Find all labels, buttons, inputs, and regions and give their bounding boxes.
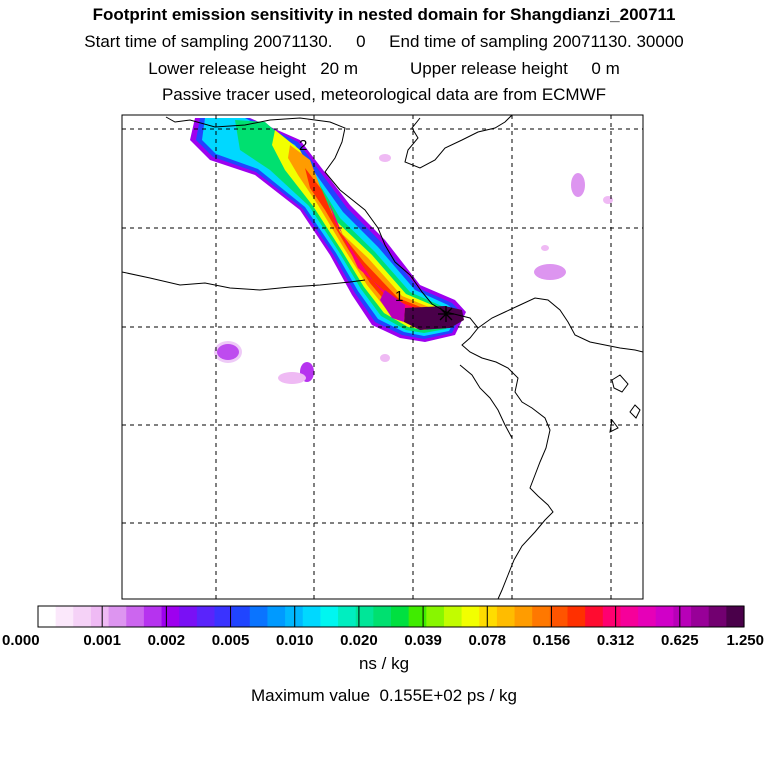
spot-1-halo: [214, 341, 242, 363]
trajectory-marker-2: 2: [299, 137, 307, 154]
colorbar-tick-label: 0.078: [468, 632, 506, 649]
colorbar-swatch: [38, 606, 57, 627]
colorbar-swatch: [373, 606, 392, 627]
colorbar-tick-label: 0.000: [2, 632, 40, 649]
colorbar-tick-label: 0.001: [83, 632, 121, 649]
colorbar-swatch: [602, 606, 622, 627]
colorbar-units: ns / kg: [358, 654, 410, 673]
colorbar-swatch: [73, 606, 92, 627]
colorbar-ticks: [37, 605, 745, 628]
colorbar-swatch: [443, 606, 463, 627]
spot-5: [571, 173, 585, 197]
border-west: [122, 271, 366, 291]
colorbar-swatch: [285, 606, 304, 627]
title-line-1: Footprint emission sensitivity in nested…: [92, 5, 676, 24]
title-line-2: Start time of sampling 20071130. 0 End t…: [84, 32, 684, 51]
colorbar-tick-label: 1.250: [726, 632, 764, 649]
trajectory-marker-1: 1: [395, 288, 403, 305]
colorbar-swatch: [408, 606, 427, 627]
map-frame: [121, 114, 644, 600]
colorbar-swatch: [426, 606, 445, 627]
colorbar-tick-label: 0.010: [276, 632, 314, 649]
colorbar-swatch: [232, 606, 251, 627]
colorbar-tick-label: 0.312: [597, 632, 635, 649]
coastline-south: [459, 364, 513, 439]
colorbar-swatch: [691, 606, 710, 627]
colorbar-swatch: [126, 606, 145, 627]
colorbar-swatch: [143, 606, 163, 627]
colorbar-tick-label: 0.005: [212, 632, 250, 649]
colorbar-swatch: [620, 606, 639, 627]
colorbar-swatch: [655, 606, 674, 627]
colorbar-swatch: [90, 606, 110, 627]
colorbar-swatch: [161, 606, 180, 627]
station-star-icon: [438, 306, 454, 322]
coastline-north: [165, 116, 447, 313]
colorbar-labels: 0.000 0.001 0.002 0.005 0.010 0.020 0.039 0.078…: [2, 632, 764, 649]
colorbar-swatch: [338, 606, 357, 627]
colorbar-swatch: [567, 606, 586, 627]
colorbar-swatch: [391, 606, 410, 627]
colorbar-swatch: [514, 606, 533, 627]
coastline-northeast: [404, 115, 513, 169]
colorbar-swatch: [55, 606, 74, 627]
colorbar-swatch: [585, 606, 604, 627]
sensitivity-field: 1 2: [122, 115, 643, 599]
colorbar-swatch: [496, 606, 516, 627]
spot-3: [278, 372, 306, 384]
colorbar-swatch: [249, 606, 269, 627]
coastline-peninsula: [477, 297, 643, 353]
colorbar-swatch: [267, 606, 286, 627]
colorbar-swatch: [708, 606, 727, 627]
spot-4: [534, 264, 566, 280]
colorbar-swatch: [179, 606, 198, 627]
title-line-3: Lower release height 20 m Upper release …: [148, 59, 620, 78]
colorbar-tick-label: 0.020: [340, 632, 378, 649]
colorbar-swatch: [196, 606, 216, 627]
spot-9: [541, 245, 549, 251]
colorbar-swatch: [673, 606, 692, 627]
colorbar-swatch: [108, 606, 127, 627]
plume-core-violet: [380, 290, 405, 322]
colorbar-swatch: [214, 606, 233, 627]
colorbar-swatches: [38, 606, 745, 627]
plume-core-dark: [404, 306, 464, 330]
grid-lines: [122, 115, 643, 599]
colorbar-tick-label: 0.002: [148, 632, 186, 649]
colorbar-swatch: [461, 606, 480, 627]
colorbar-tick-label: 0.156: [533, 632, 571, 649]
colorbar-swatch: [355, 606, 374, 627]
colorbar-swatch: [532, 606, 551, 627]
title-line-4: Passive tracer used, meteorological data…: [161, 85, 607, 104]
colorbar-tick-label: 0.625: [661, 632, 699, 649]
maximum-value-text: Maximum value 0.155E+02 ps / kg: [251, 686, 517, 705]
colorbar-swatch: [320, 606, 339, 627]
colorbar-swatch: [638, 606, 657, 627]
colorbar-swatch: [479, 606, 498, 627]
spot-8: [380, 354, 390, 362]
colorbar-tick-label: 0.039: [404, 632, 442, 649]
coastlines: [122, 115, 643, 599]
colorbar-swatch: [549, 606, 569, 627]
coastline-islands: [609, 374, 641, 433]
colorbar-swatch: [302, 606, 321, 627]
coastline-east: [445, 311, 554, 599]
colorbar-swatch: [726, 606, 745, 627]
spot-6: [379, 154, 391, 162]
